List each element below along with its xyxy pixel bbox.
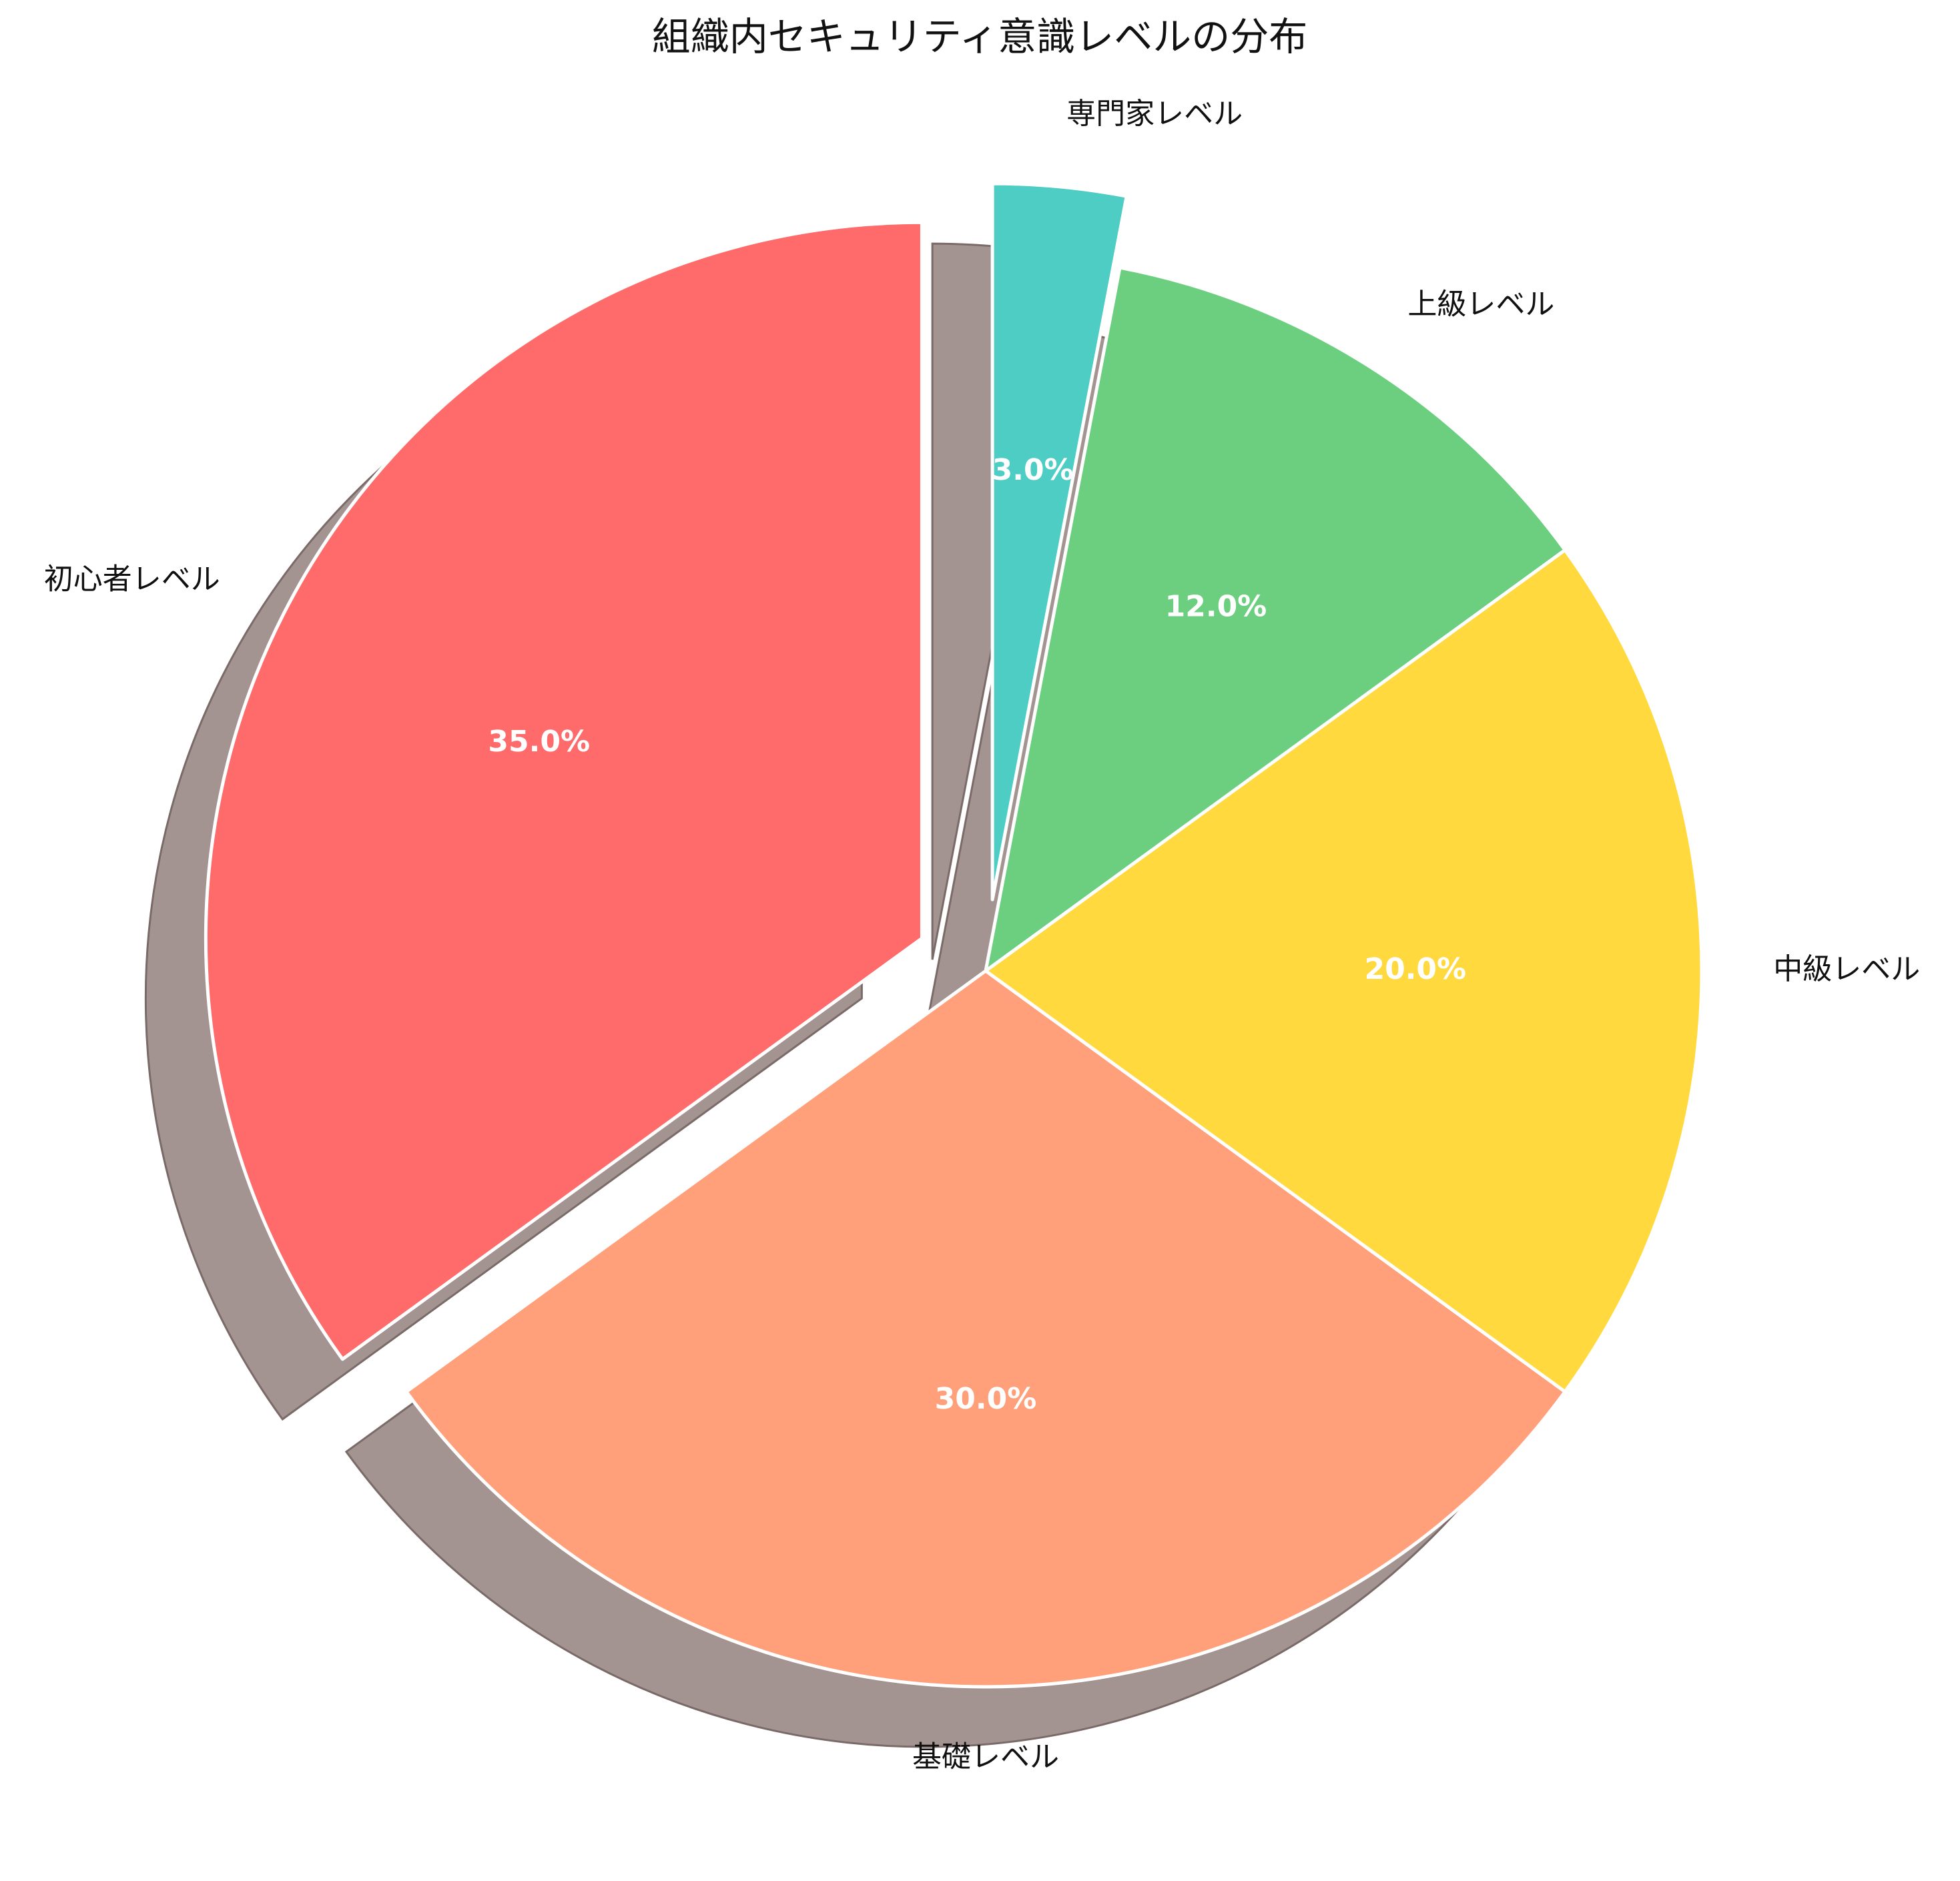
chart-title: 組織内セキュリティ意識レベルの分布 — [652, 14, 1308, 59]
slice-percent-basic: 30.0% — [935, 1382, 1037, 1416]
slice-expert — [990, 181, 1128, 901]
slice-layer — [204, 181, 1704, 1689]
slice-label-advanced: 上級レベル — [1407, 287, 1554, 321]
slice-percent-expert: 3.0% — [992, 453, 1074, 487]
slice-label-beginner: 初心者レベル — [44, 562, 220, 596]
slice-percent-intermediate: 20.0% — [1364, 952, 1466, 986]
slice-percent-beginner: 35.0% — [488, 725, 590, 759]
slice-advanced — [984, 266, 1567, 973]
slice-intermediate — [984, 548, 1704, 1394]
slice-beginner — [204, 220, 924, 1361]
slice-basic — [404, 969, 1567, 1689]
label-layer: 初心者レベル 35.0% 基礎レベル 30.0% 中級レベル 20.0% 上級レベル 12.0… — [44, 97, 1921, 1774]
slice-label-intermediate: 中級レベル — [1773, 952, 1920, 986]
slice-percent-advanced: 12.0% — [1165, 589, 1267, 623]
slice-label-basic: 基礎レベル — [912, 1740, 1059, 1774]
slice-label-expert: 専門家レベル — [1066, 97, 1243, 131]
